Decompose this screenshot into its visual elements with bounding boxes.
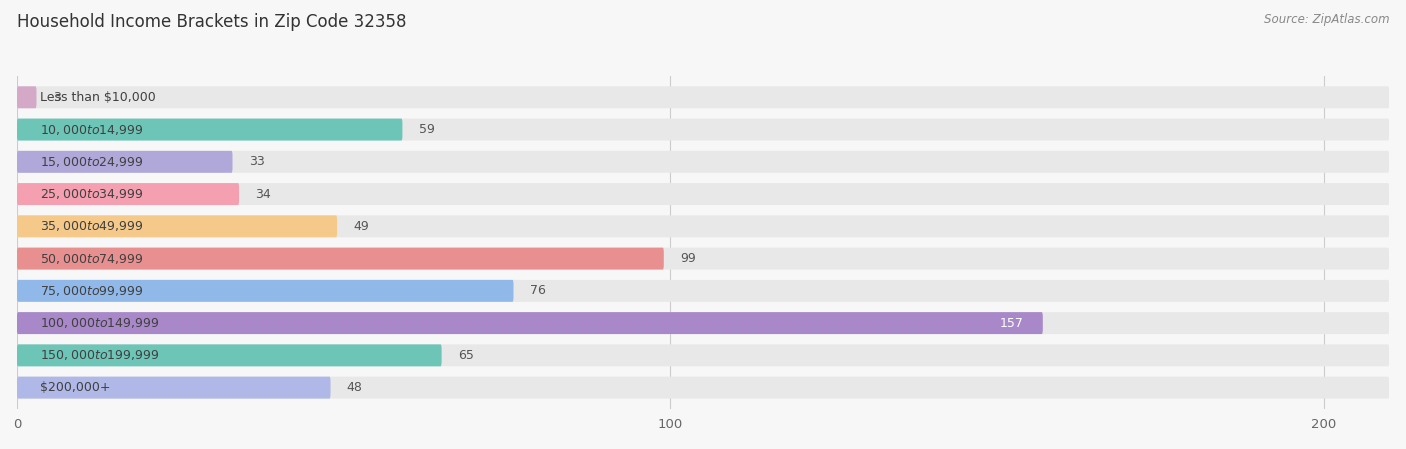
Text: $50,000 to $74,999: $50,000 to $74,999 xyxy=(39,251,143,266)
Text: $10,000 to $14,999: $10,000 to $14,999 xyxy=(39,123,143,136)
Text: Source: ZipAtlas.com: Source: ZipAtlas.com xyxy=(1264,13,1389,26)
Text: $35,000 to $49,999: $35,000 to $49,999 xyxy=(39,219,143,233)
Text: 65: 65 xyxy=(458,349,474,362)
FancyBboxPatch shape xyxy=(17,119,402,141)
FancyBboxPatch shape xyxy=(17,377,330,399)
FancyBboxPatch shape xyxy=(17,312,1043,334)
FancyBboxPatch shape xyxy=(17,344,441,366)
Text: Less than $10,000: Less than $10,000 xyxy=(39,91,156,104)
FancyBboxPatch shape xyxy=(17,377,1389,399)
FancyBboxPatch shape xyxy=(17,151,1389,173)
FancyBboxPatch shape xyxy=(17,280,513,302)
Text: 59: 59 xyxy=(419,123,434,136)
Text: $200,000+: $200,000+ xyxy=(39,381,110,394)
Text: 48: 48 xyxy=(347,381,363,394)
FancyBboxPatch shape xyxy=(17,183,1389,205)
Text: Household Income Brackets in Zip Code 32358: Household Income Brackets in Zip Code 32… xyxy=(17,13,406,31)
Text: 34: 34 xyxy=(256,188,271,201)
FancyBboxPatch shape xyxy=(17,119,1389,141)
FancyBboxPatch shape xyxy=(17,86,37,108)
FancyBboxPatch shape xyxy=(17,216,337,238)
Text: 49: 49 xyxy=(353,220,370,233)
FancyBboxPatch shape xyxy=(17,216,1389,238)
Text: $150,000 to $199,999: $150,000 to $199,999 xyxy=(39,348,159,362)
FancyBboxPatch shape xyxy=(17,86,1389,108)
Text: $25,000 to $34,999: $25,000 to $34,999 xyxy=(39,187,143,201)
FancyBboxPatch shape xyxy=(17,312,1389,334)
FancyBboxPatch shape xyxy=(17,151,232,173)
Text: 3: 3 xyxy=(53,91,60,104)
FancyBboxPatch shape xyxy=(17,344,1389,366)
Text: 76: 76 xyxy=(530,284,546,297)
FancyBboxPatch shape xyxy=(17,247,1389,269)
Text: $75,000 to $99,999: $75,000 to $99,999 xyxy=(39,284,143,298)
Text: 157: 157 xyxy=(1000,317,1024,330)
FancyBboxPatch shape xyxy=(17,247,664,269)
FancyBboxPatch shape xyxy=(17,183,239,205)
Text: $100,000 to $149,999: $100,000 to $149,999 xyxy=(39,316,159,330)
Text: 99: 99 xyxy=(681,252,696,265)
Text: $15,000 to $24,999: $15,000 to $24,999 xyxy=(39,155,143,169)
Text: 33: 33 xyxy=(249,155,264,168)
FancyBboxPatch shape xyxy=(17,280,1389,302)
